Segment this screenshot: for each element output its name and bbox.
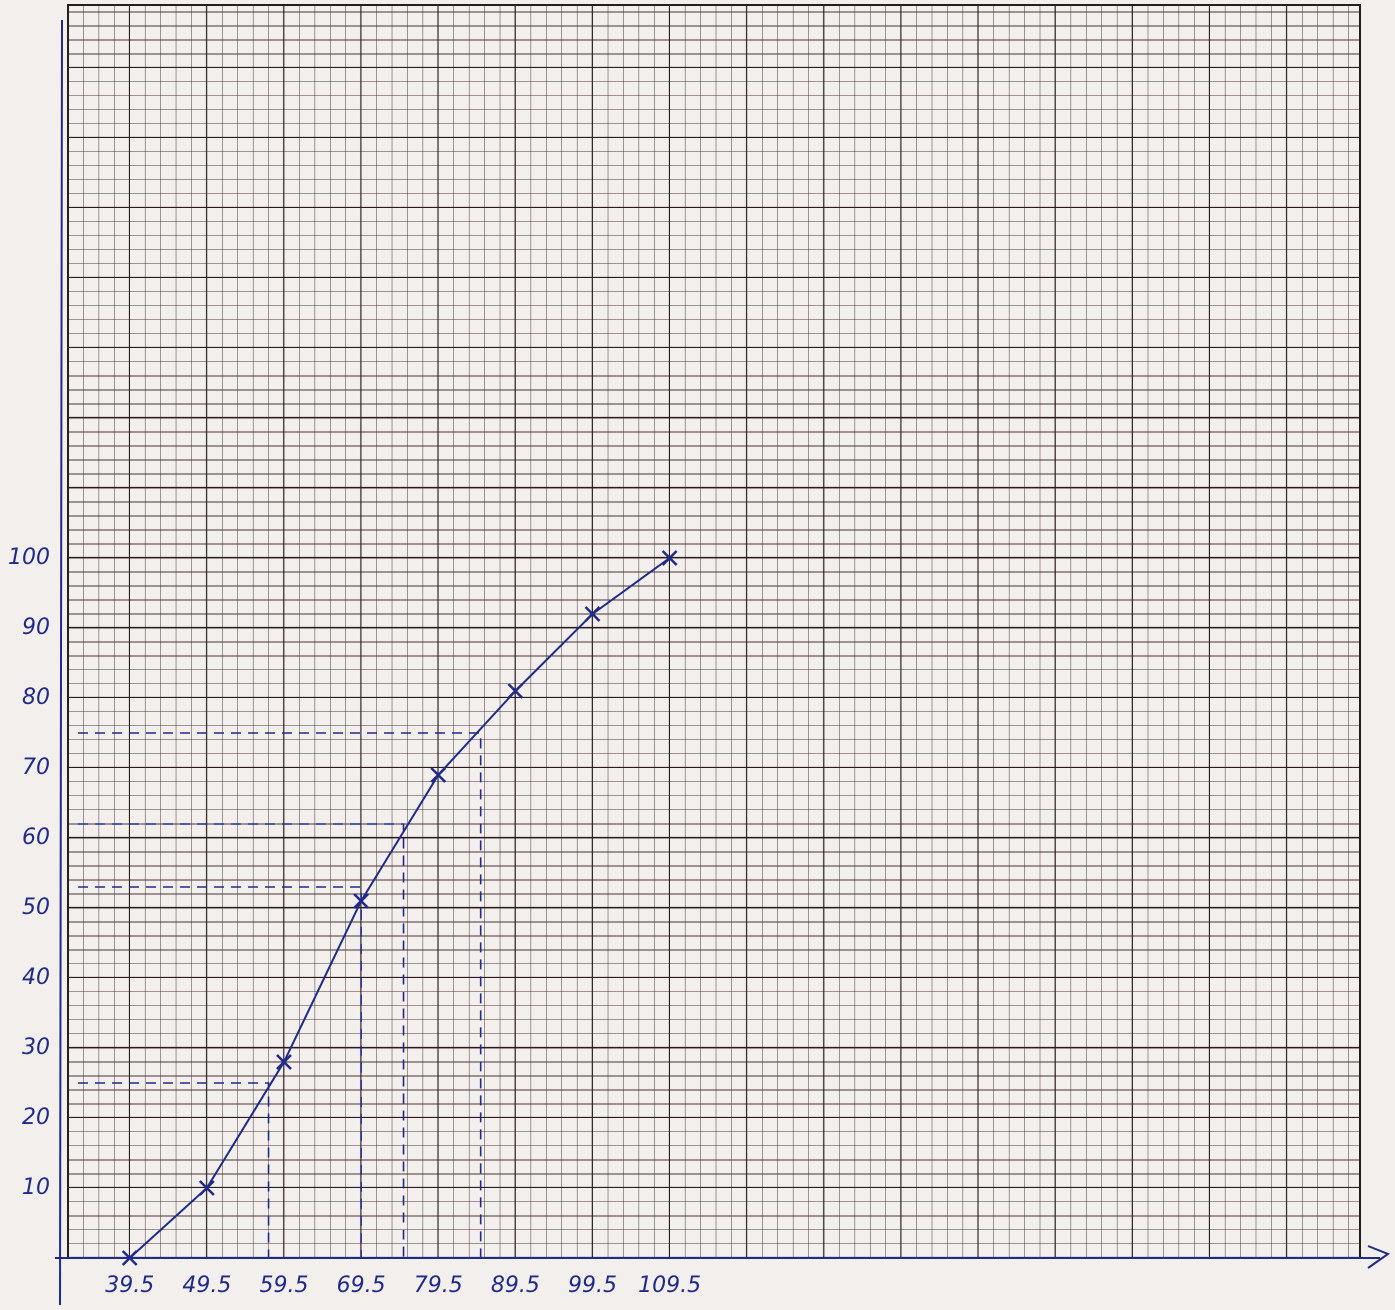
y-tick-label: 20 [22, 1105, 50, 1130]
x-tick-label: 49.5 [182, 1273, 231, 1298]
chart: 10 20 30 40 50 60 70 80 90 100 39.5 49.5 59.5 69.5 79.… [0, 0, 1395, 1310]
y-tick-label: 50 [22, 895, 50, 920]
x-tick-label: 59.5 [259, 1273, 308, 1298]
x-tick-label: 89.5 [491, 1273, 540, 1298]
x-tick-label: 109.5 [638, 1273, 701, 1298]
y-tick-label: 30 [22, 1035, 50, 1060]
x-tick-label: 39.5 [105, 1273, 154, 1298]
y-tick-label: 60 [22, 825, 50, 850]
y-tick-label: 70 [22, 755, 50, 780]
y-tick-label: 10 [22, 1175, 50, 1200]
y-tick-label: 80 [22, 685, 50, 710]
y-tick-label: 90 [22, 615, 50, 640]
graph-paper [68, 5, 1360, 1258]
y-tick-label: 100 [8, 545, 50, 570]
x-tick-label: 69.5 [337, 1273, 386, 1298]
y-tick-label: 40 [22, 965, 50, 990]
y-axis [60, 20, 62, 1305]
x-tick-label: 79.5 [414, 1273, 463, 1298]
x-tick-label: 99.5 [568, 1273, 617, 1298]
